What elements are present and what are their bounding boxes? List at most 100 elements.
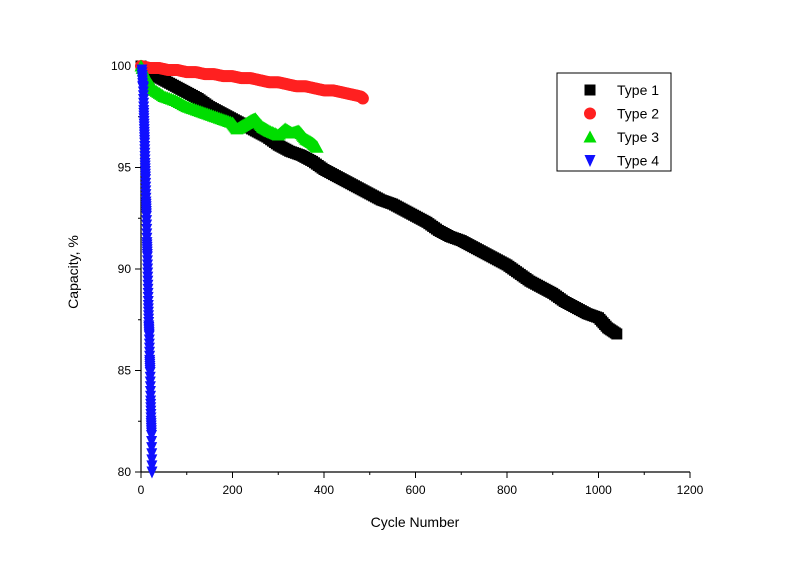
data-point-fill	[146, 454, 158, 467]
data-point	[602, 322, 614, 334]
data-point	[272, 76, 285, 89]
data-point	[153, 62, 166, 75]
y-axis-title: Capacity, %	[65, 235, 81, 309]
data-point	[146, 68, 158, 80]
data-point	[141, 237, 153, 250]
data-point	[352, 182, 364, 194]
data-point	[180, 66, 193, 79]
x-tick-label: 400	[314, 483, 334, 497]
data-point	[208, 68, 221, 81]
data-point	[141, 251, 153, 264]
data-point-fill	[146, 460, 158, 473]
data-point	[143, 330, 155, 343]
series-type-4	[136, 64, 158, 479]
data-point	[145, 415, 157, 428]
data-point-fill	[146, 436, 158, 449]
data-point	[138, 121, 150, 134]
y-tick-label: 85	[118, 364, 132, 378]
data-point	[271, 128, 285, 141]
data-point	[512, 267, 524, 279]
data-point	[272, 139, 284, 151]
data-point-fill	[146, 448, 158, 461]
data-point	[327, 84, 340, 97]
x-axis-ticks: 0 200 400 600 800 1000 1200	[138, 472, 704, 497]
series-type-2	[135, 60, 369, 105]
data-point	[144, 354, 156, 367]
x-tick-label: 1000	[585, 483, 612, 497]
data-point	[263, 76, 276, 89]
data-point	[138, 105, 150, 118]
data-point	[581, 308, 593, 320]
data-point	[140, 210, 152, 223]
data-point	[244, 72, 257, 85]
y-tick-label: 95	[118, 161, 132, 175]
x-tick-label: 1200	[677, 483, 704, 497]
x-tick-label: 600	[405, 483, 425, 497]
data-point	[140, 196, 152, 209]
data-point	[253, 74, 266, 87]
data-point	[162, 64, 175, 77]
legend-box	[556, 72, 672, 172]
data-point	[199, 68, 212, 81]
data-point	[501, 259, 513, 271]
data-point	[169, 80, 181, 92]
data-point	[214, 112, 228, 125]
data-point	[299, 80, 312, 93]
data-point	[336, 86, 349, 99]
data-point	[310, 140, 324, 153]
data-point	[410, 210, 421, 222]
data-point	[191, 104, 205, 117]
legend-marker	[584, 155, 596, 167]
data-point	[375, 194, 387, 206]
data-point	[168, 94, 182, 107]
y-tick-label: 80	[118, 465, 132, 479]
legend-marker	[584, 107, 596, 120]
data-point	[593, 312, 604, 324]
y-tick-label: 90	[118, 262, 132, 276]
data-point	[262, 124, 276, 137]
data-point	[217, 70, 230, 83]
data-point	[145, 395, 157, 408]
legend-label: Type 4	[617, 153, 659, 169]
data-point	[180, 100, 194, 113]
data-point	[136, 64, 148, 77]
data-point	[432, 224, 444, 236]
data-point	[345, 88, 358, 101]
data-point	[364, 188, 376, 200]
data-point	[226, 70, 239, 83]
legend-marker	[583, 130, 597, 143]
data-point	[547, 287, 559, 299]
data-point	[142, 275, 154, 288]
data-point	[281, 78, 294, 91]
plot-area	[134, 59, 623, 479]
x-tick-label: 0	[138, 483, 145, 497]
data-point	[558, 295, 570, 307]
data-point	[148, 83, 162, 96]
data-point	[171, 64, 184, 77]
data-point	[398, 204, 410, 216]
data-point	[387, 198, 399, 210]
legend-entry: Type 1	[584, 82, 659, 98]
data-point	[140, 174, 152, 187]
data-point	[203, 108, 217, 121]
data-point	[455, 235, 467, 247]
data-point	[248, 112, 262, 125]
data-point	[143, 320, 155, 333]
legend-label: Type 2	[617, 106, 659, 122]
data-point	[230, 122, 244, 135]
data-point	[137, 82, 149, 95]
data-point	[478, 247, 490, 259]
legend: Type 1 Type 2 Type 3 Type 4	[556, 72, 672, 172]
data-point	[158, 74, 170, 86]
legend-entry: Type 3	[583, 129, 659, 145]
data-point	[307, 155, 319, 167]
data-point	[144, 367, 156, 380]
data-point	[278, 122, 292, 135]
data-point	[308, 82, 321, 95]
data-point	[292, 124, 306, 137]
data-point	[467, 241, 479, 253]
x-tick-label: 800	[497, 483, 517, 497]
data-point	[570, 302, 582, 314]
x-tick-label: 200	[222, 483, 242, 497]
